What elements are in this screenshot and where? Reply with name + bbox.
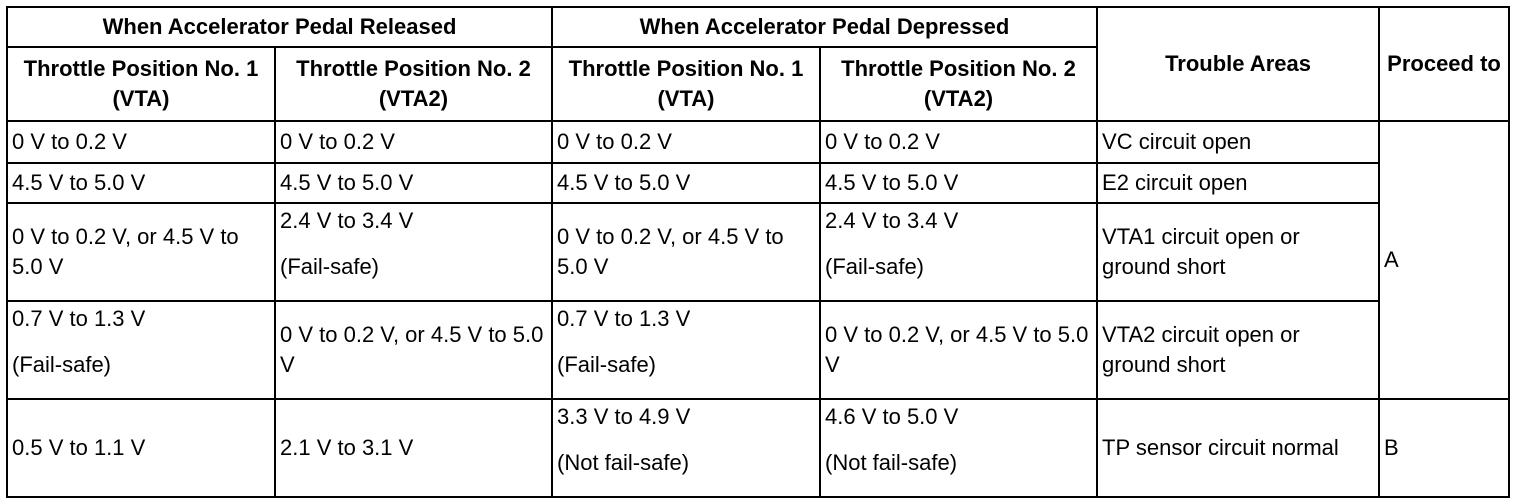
cell-released-tp2: 2.4 V to 3.4 V (Fail-safe) [274,202,553,302]
cell-note: (Not fail-safe) [825,450,958,475]
header-trouble-areas: Trouble Areas [1096,6,1381,122]
header-proceed-to: Proceed to [1378,6,1511,122]
cell-depressed-tp1: 0.7 V to 1.3 V (Fail-safe) [551,300,821,400]
cell-depressed-tp1: 0 V to 0.2 V, or 4.5 V to 5.0 V [551,202,821,302]
cell-released-tp2: 4.5 V to 5.0 V [274,162,553,204]
header-row-1: When Accelerator Pedal Released When Acc… [6,6,1511,122]
table-row: 0.7 V to 1.3 V (Fail-safe) 0 V to 0.2 V,… [6,300,1509,400]
cell-value: 0.7 V to 1.3 V [557,306,691,331]
cell-released-tp2: 0 V to 0.2 V [274,120,553,164]
cell-depressed-tp2: 4.6 V to 5.0 V (Not fail-safe) [818,398,1099,498]
cell-trouble-area: TP sensor circuit normal [1096,398,1381,498]
cell-note: (Fail-safe) [12,352,112,377]
cell-value: 4.6 V to 5.0 V [825,404,959,429]
cell-released-tp1: 0.7 V to 1.3 V (Fail-safe) [6,300,276,400]
cell-depressed-tp1: 4.5 V to 5.0 V [551,162,821,204]
header-released-tp2: Throttle Position No. 2 (VTA2) [274,46,553,122]
table-row: 0 V to 0.2 V, or 4.5 V to 5.0 V 2.4 V to… [6,202,1509,302]
cell-proceed-b: B [1378,398,1511,498]
cell-value: 0.7 V to 1.3 V [12,306,146,331]
cell-note: (Fail-safe) [557,352,657,377]
cell-note: (Fail-safe) [825,254,925,279]
cell-depressed-tp2: 0 V to 0.2 V, or 4.5 V to 5.0 V [818,300,1099,400]
table-row: 0 V to 0.2 V 0 V to 0.2 V 0 V to 0.2 V 0… [6,120,1511,400]
cell-value: 2.4 V to 3.4 V [825,208,959,233]
cell-value: 2.4 V to 3.4 V [280,208,414,233]
header-row-2: Throttle Position No. 1 (VTA) Throttle P… [6,46,1509,122]
table-row: 4.5 V to 5.0 V 4.5 V to 5.0 V 4.5 V to 5… [6,162,1509,204]
cell-depressed-tp1: 3.3 V to 4.9 V (Not fail-safe) [551,398,821,498]
cell-released-tp1: 0 V to 0.2 V [6,120,276,164]
cell-proceed-a: A [1378,120,1511,400]
cell-depressed-tp1: 0 V to 0.2 V [551,120,821,164]
cell-note: (Not fail-safe) [557,450,690,475]
cell-depressed-tp2: 0 V to 0.2 V [818,120,1099,164]
header-released-tp1: Throttle Position No. 1 (VTA) [6,46,276,122]
cell-trouble-area: VTA1 circuit open or ground short [1096,202,1381,302]
cell-released-tp2: 0 V to 0.2 V, or 4.5 V to 5.0 V [274,300,553,400]
cell-released-tp1: 0 V to 0.2 V, or 4.5 V to 5.0 V [6,202,276,302]
table-row: 0.5 V to 1.1 V 2.1 V to 3.1 V 3.3 V to 4… [6,398,1511,498]
diagnostic-table: When Accelerator Pedal Released When Acc… [6,6,1511,498]
cell-released-tp2: 2.1 V to 3.1 V [274,398,553,498]
cell-trouble-area: E2 circuit open [1096,162,1381,204]
cell-depressed-tp2: 2.4 V to 3.4 V (Fail-safe) [818,202,1099,302]
header-depressed-tp2: Throttle Position No. 2 (VTA2) [818,46,1099,122]
cell-released-tp1: 4.5 V to 5.0 V [6,162,276,204]
header-depressed: When Accelerator Pedal Depressed [550,6,1099,48]
cell-released-tp1: 0.5 V to 1.1 V [6,398,276,498]
cell-value: 3.3 V to 4.9 V [557,404,691,429]
header-depressed-tp1: Throttle Position No. 1 (VTA) [551,46,821,122]
cell-note: (Fail-safe) [280,254,380,279]
cell-trouble-area: VC circuit open [1096,120,1381,164]
cell-trouble-area: VTA2 circuit open or ground short [1096,300,1381,400]
cell-depressed-tp2: 4.5 V to 5.0 V [818,162,1099,204]
header-released: When Accelerator Pedal Released [6,6,553,48]
